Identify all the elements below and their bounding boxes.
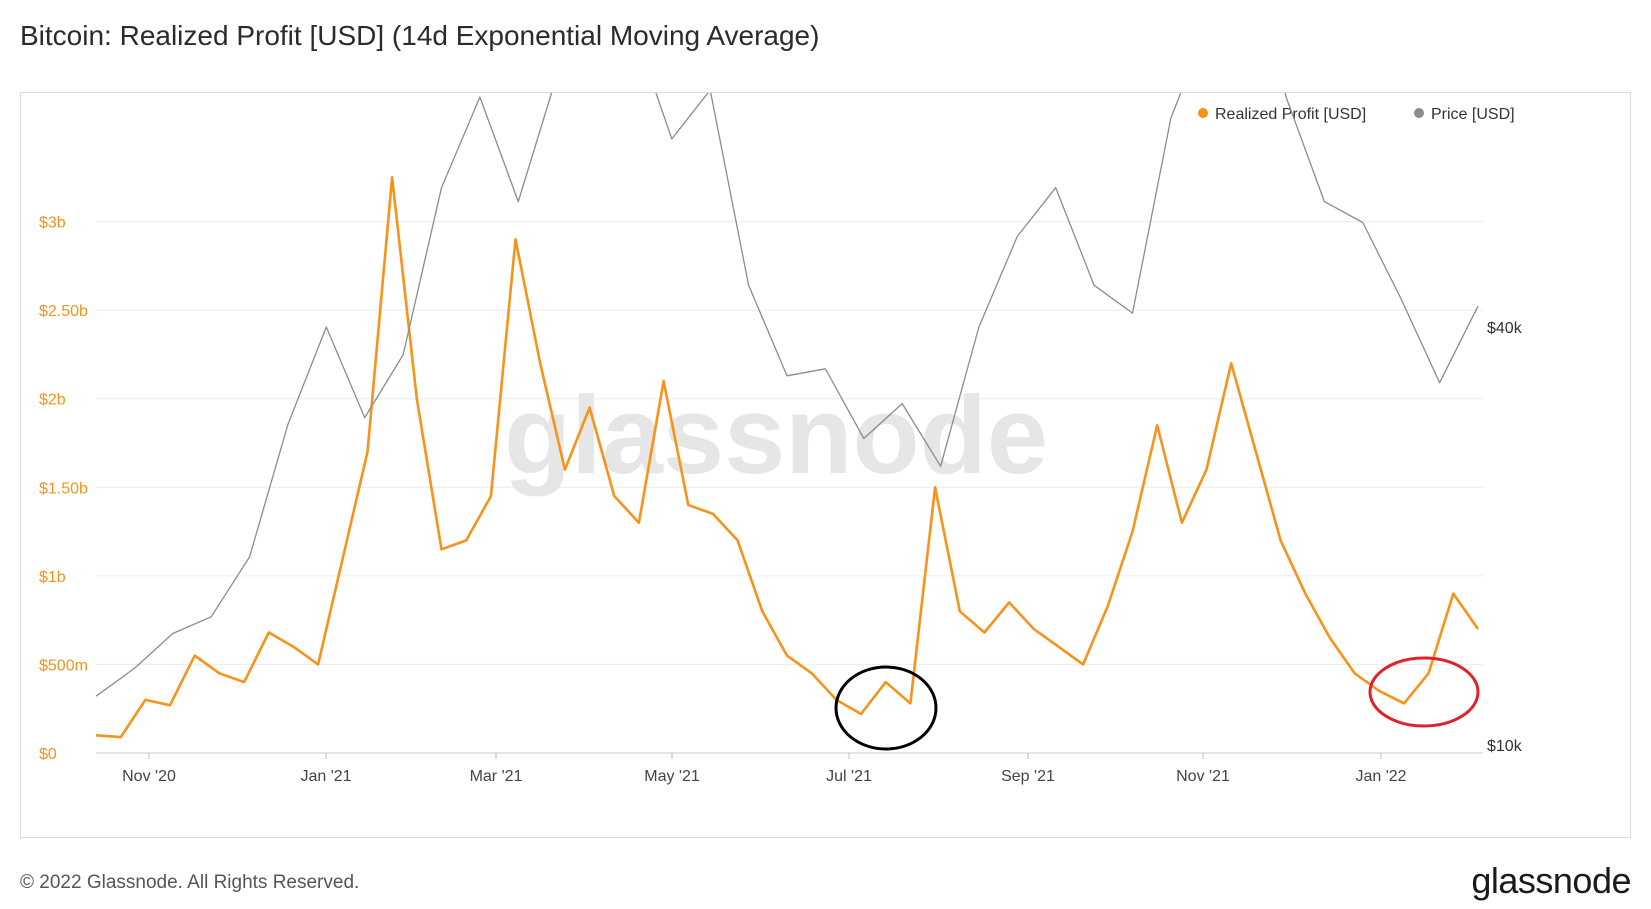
y-left-tick-label: $1b <box>39 569 66 586</box>
series-line-price <box>95 0 1479 697</box>
annotation-circle-black <box>834 665 938 751</box>
legend-label: Price [USD] <box>1431 106 1515 123</box>
x-tick-label: Jan '22 <box>1355 768 1406 785</box>
x-tick-label: Jan '21 <box>300 768 351 785</box>
y-left-tick-label: $500m <box>39 657 88 674</box>
y-right-tick-label: $10k <box>1487 738 1523 755</box>
x-tick-label: Jul '21 <box>826 768 872 785</box>
y-left-tick-label: $1.50b <box>39 480 88 497</box>
footer-copyright: © 2022 Glassnode. All Rights Reserved. <box>20 872 360 893</box>
series-line-realized-profit <box>95 176 1480 739</box>
legend-marker <box>1414 108 1424 118</box>
x-tick-label: Sep '21 <box>1001 768 1055 785</box>
x-tick-label: Nov '21 <box>1176 768 1230 785</box>
y-left-tick-label: $2.50b <box>39 303 88 320</box>
y-left-tick-label: $2b <box>39 392 66 409</box>
annotation-circle-red <box>1368 656 1480 728</box>
watermark-text: glassnode <box>504 374 1048 497</box>
chart-frame: $0 $500m $1b $1.50b $2b $2.50b $3b glassnode Nov… <box>20 0 1631 838</box>
y-left-tick-label: $0 <box>39 746 57 763</box>
legend-label: Realized Profit [USD] <box>1215 106 1366 123</box>
chart-svg: $0 $500m $1b $1.50b $2b $2.50b $3b glassnode Nov… <box>39 0 1523 785</box>
y-right-tick-label: $40k <box>1487 320 1523 337</box>
x-tick-label: Nov '20 <box>122 768 176 785</box>
chart-title: Bitcoin: Realized Profit [USD] (14d Expo… <box>20 20 820 51</box>
x-tick-label: May '21 <box>644 768 700 785</box>
legend-marker <box>1198 108 1208 118</box>
y-left-tick-label: $3b <box>39 215 66 232</box>
x-tick-label: Mar '21 <box>470 768 523 785</box>
footer-logo[interactable]: glassnode <box>1471 860 1631 901</box>
